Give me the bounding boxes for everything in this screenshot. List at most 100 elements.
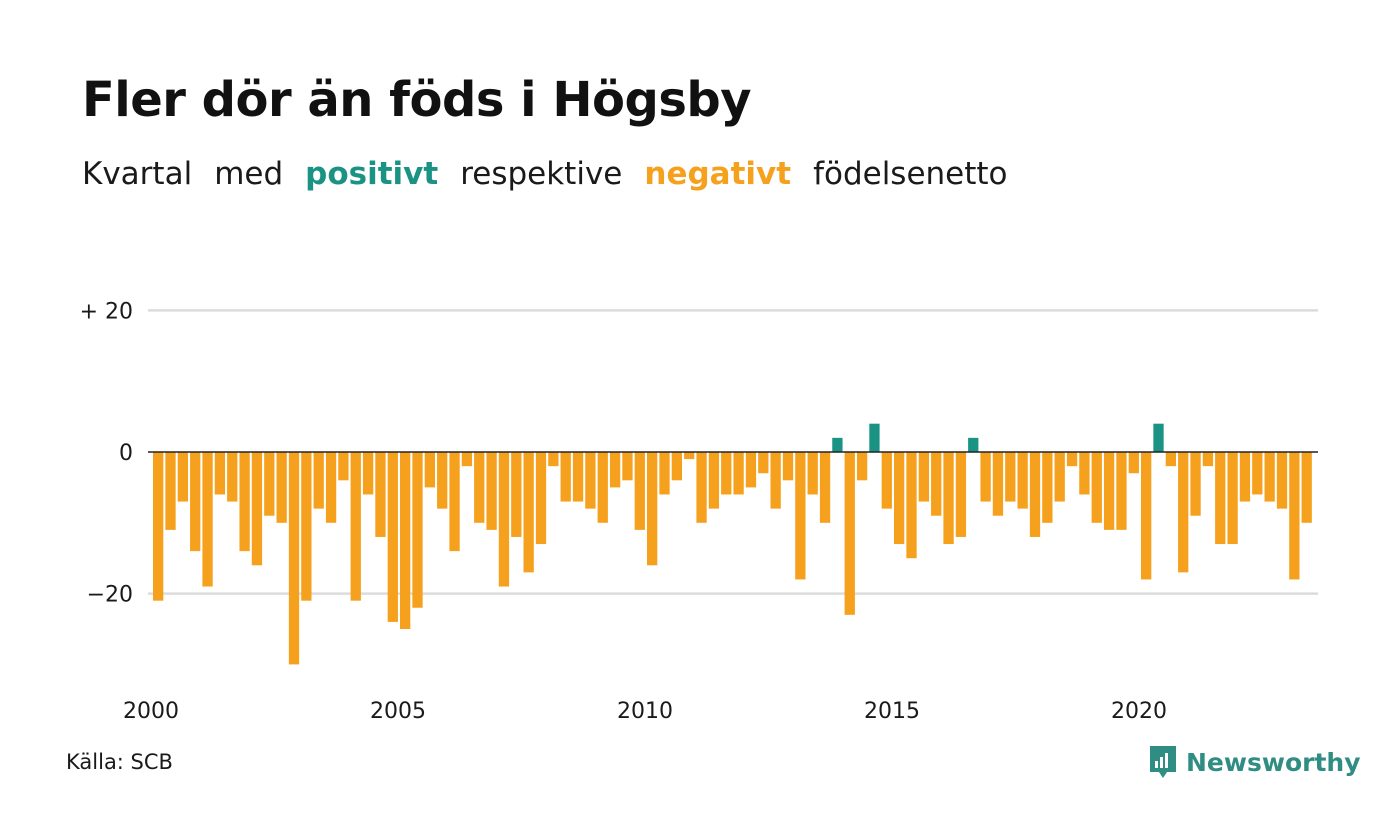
bar-negative	[770, 452, 781, 509]
y-tick-label: 0	[119, 441, 133, 466]
bar-negative	[1066, 452, 1078, 467]
bar-negative	[177, 452, 188, 502]
bar-negative	[918, 452, 929, 502]
bar-negative	[313, 452, 324, 509]
bar-negative	[424, 452, 435, 488]
bar-negative	[276, 452, 287, 523]
y-tick-label: −20	[87, 583, 133, 608]
bar-negative	[795, 452, 806, 580]
axis-labels: + 20 0 −20 2000 2005 2010 2015 2020	[80, 299, 1167, 724]
newsworthy-logo-icon	[1150, 746, 1176, 778]
bar-negative	[264, 452, 275, 516]
bar-negative	[1301, 452, 1312, 523]
bar-positive	[968, 437, 979, 452]
bar-negative	[486, 452, 497, 530]
bar-negative	[375, 452, 386, 537]
bar-negative	[301, 452, 312, 601]
bar-negative	[1276, 452, 1288, 509]
bar-negative	[214, 452, 226, 495]
bar-negative	[1128, 452, 1139, 474]
grid-lines	[148, 309, 1318, 595]
bar-negative	[1252, 452, 1263, 495]
bar-negative	[844, 452, 855, 615]
bar-negative	[906, 452, 917, 559]
bar-negative	[1289, 452, 1300, 580]
bar-negative	[400, 452, 411, 629]
bar-negative	[498, 452, 510, 587]
bar-negative	[647, 452, 658, 566]
bar-negative	[659, 452, 670, 495]
bar-negative	[1029, 452, 1041, 537]
brand-logo[interactable]: Newsworthy	[1148, 744, 1361, 780]
bar-positive	[1153, 423, 1164, 452]
bar-negative	[931, 452, 942, 516]
bar-negative	[1215, 452, 1226, 545]
bar-negative	[745, 452, 757, 488]
bar-negative	[1202, 452, 1214, 467]
bar-negative	[437, 452, 448, 509]
bar-negative	[856, 452, 868, 481]
bar-negative	[943, 452, 954, 545]
bar-negative	[338, 452, 349, 481]
bar-negative	[190, 452, 201, 552]
subtitle-word-med: med	[214, 156, 284, 192]
chart-title: Fler dör än föds i Högsby	[82, 72, 752, 128]
bar-negative	[325, 452, 337, 523]
bar-negative	[1079, 452, 1090, 495]
subtitle-word-kvartal: Kvartal	[82, 156, 193, 192]
subtitle-word-fodelsenetto: födelsenetto	[813, 156, 1008, 192]
y-tick-label: + 20	[80, 299, 133, 324]
bar-negative	[622, 452, 633, 481]
bar-negative	[474, 452, 485, 523]
bar-negative	[548, 452, 559, 467]
bar-negative	[1005, 452, 1016, 502]
bar-negative	[733, 452, 744, 495]
bar-negative	[634, 452, 645, 530]
bar-negative	[202, 452, 213, 587]
bar-negative	[1178, 452, 1189, 573]
bar-negative	[585, 452, 596, 509]
bar-negative	[721, 452, 732, 495]
bar-negative	[449, 452, 460, 552]
bar-negative	[1165, 452, 1176, 467]
x-tick-label: 2000	[123, 699, 179, 724]
bar-negative	[894, 452, 905, 545]
bar-negative	[696, 452, 707, 523]
bar-negative	[560, 452, 571, 502]
bar-negative	[153, 452, 164, 601]
bar-negative	[535, 452, 547, 545]
brand-name: Newsworthy	[1186, 747, 1361, 777]
bar-negative	[511, 452, 522, 537]
bar-negative	[288, 452, 300, 665]
bar-negative	[1264, 452, 1275, 502]
x-tick-label: 2015	[864, 699, 920, 724]
bar-negative	[758, 452, 769, 474]
chart-subtitle: Kvartal med positivt respektive negativt föde…	[82, 156, 1030, 192]
bar-negative	[708, 452, 720, 509]
bar-negative	[239, 452, 250, 552]
bar-negative	[684, 452, 695, 460]
x-tick-label: 2005	[370, 699, 426, 724]
bar-negative	[1190, 452, 1201, 516]
subtitle-positive-word: positivt	[305, 156, 439, 192]
bar-negative	[387, 452, 398, 622]
bar-negative	[251, 452, 263, 566]
bar-negative	[461, 452, 473, 467]
bar-negative	[1116, 452, 1127, 530]
bar-negative	[1141, 452, 1152, 580]
bar-negative	[1042, 452, 1053, 523]
bar-negative	[1227, 452, 1238, 545]
bar-negative	[807, 452, 818, 495]
bar-positive	[832, 437, 843, 452]
x-tick-label: 2010	[617, 699, 673, 724]
bar-negative	[819, 452, 831, 523]
bar-negative	[671, 452, 682, 481]
bar-negative	[992, 452, 1004, 516]
bar-negative	[1054, 452, 1065, 502]
bar-negative	[350, 452, 361, 601]
bar-negative	[1103, 452, 1115, 530]
bar-negative	[412, 452, 423, 608]
bars	[148, 423, 1318, 665]
bar-negative	[523, 452, 534, 573]
